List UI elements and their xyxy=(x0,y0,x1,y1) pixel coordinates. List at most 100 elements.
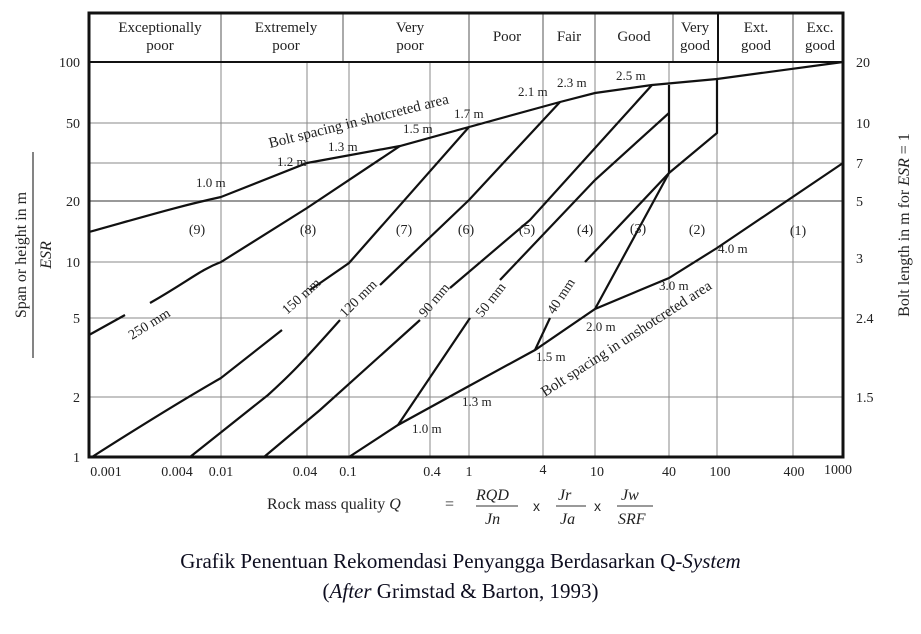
line-250mm xyxy=(88,145,401,336)
line-150mm xyxy=(91,126,470,458)
svg-text:(7): (7) xyxy=(396,223,413,238)
svg-text:(2): (2) xyxy=(689,223,706,238)
unshotcreted-spacing-labels: 1.0 m 1.3 m 1.5 m 2.0 m 3.0 m 4.0 m xyxy=(412,241,748,436)
svg-text:1.2 m: 1.2 m xyxy=(277,154,307,169)
svg-text:Jr: Jr xyxy=(558,487,572,504)
line-very-good-boundary xyxy=(594,85,671,310)
svg-text:50 mm: 50 mm xyxy=(473,280,509,320)
svg-text:Bolt length in m for ESR = 1: Bolt length in m for ESR = 1 xyxy=(896,133,913,317)
y2-axis-title: Bolt length in m for ESR = 1 xyxy=(896,133,913,317)
svg-text:1: 1 xyxy=(73,451,80,466)
svg-text:poor: poor xyxy=(146,38,174,54)
grid-lines xyxy=(89,62,843,457)
rock-class-labels: Exceptionally poor Extremely poor Very poor… xyxy=(118,20,835,54)
shotcreted-spacing-labels: 1.0 m 1.2 m 1.3 m 1.5 m 1.7 m 2.1 m 2.3 … xyxy=(196,68,646,190)
svg-text:Fair: Fair xyxy=(557,29,581,45)
line-50mm xyxy=(397,112,670,426)
svg-text:good: good xyxy=(741,38,772,54)
svg-text:Very: Very xyxy=(681,20,710,36)
svg-text:1000: 1000 xyxy=(824,463,852,478)
svg-text:40: 40 xyxy=(662,465,676,480)
svg-text:1.5: 1.5 xyxy=(856,391,874,406)
svg-text:1.7 m: 1.7 m xyxy=(454,106,484,121)
svg-text:1: 1 xyxy=(466,465,473,480)
svg-text:Good: Good xyxy=(617,29,651,45)
svg-text:good: good xyxy=(680,38,711,54)
svg-text:5: 5 xyxy=(73,312,80,327)
svg-text:0.4: 0.4 xyxy=(423,465,441,480)
svg-text:10: 10 xyxy=(66,256,80,271)
svg-text:Exc.: Exc. xyxy=(806,20,833,36)
line-90mm xyxy=(263,84,653,458)
svg-text:1.3 m: 1.3 m xyxy=(462,394,492,409)
svg-text:Extremely: Extremely xyxy=(255,20,318,36)
svg-text:Ext.: Ext. xyxy=(744,20,769,36)
y2-axis-ticks: 20 10 7 5 3 2.4 1.5 xyxy=(856,56,874,406)
svg-text:120 mm: 120 mm xyxy=(337,277,380,320)
svg-text:3.0 m: 3.0 m xyxy=(659,278,689,293)
svg-text:=: = xyxy=(445,496,454,513)
svg-text:Jn: Jn xyxy=(485,511,500,528)
svg-text:Jw: Jw xyxy=(621,487,639,504)
y-axis-ticks: 100 50 20 10 5 2 1 xyxy=(59,56,80,466)
svg-text:100: 100 xyxy=(59,56,80,71)
shotcrete-thickness-labels: 250 mm 150 mm 120 mm 90 mm 50 mm 40 mm xyxy=(126,276,579,344)
plot-frame xyxy=(87,11,845,459)
svg-text:1.3 m: 1.3 m xyxy=(328,139,358,154)
svg-text:(9): (9) xyxy=(189,223,206,238)
svg-text:Rock mass quality Q: Rock mass quality Q xyxy=(267,496,401,513)
svg-text:0.04: 0.04 xyxy=(293,465,318,480)
svg-text:Span or height in m: Span or height in m xyxy=(13,191,30,318)
svg-text:ESR: ESR xyxy=(38,241,55,270)
svg-text:Very: Very xyxy=(396,20,425,36)
svg-text:x: x xyxy=(594,498,601,514)
svg-text:(3): (3) xyxy=(630,222,647,237)
svg-text:10: 10 xyxy=(590,465,604,480)
y-axis-title: Span or height in m ESR xyxy=(13,152,55,358)
svg-text:poor: poor xyxy=(396,38,424,54)
svg-text:50: 50 xyxy=(66,117,80,132)
svg-text:x: x xyxy=(533,498,540,514)
svg-text:0.001: 0.001 xyxy=(90,465,122,480)
svg-text:250 mm: 250 mm xyxy=(126,306,173,343)
line-120mm xyxy=(189,101,561,458)
svg-text:4.0 m: 4.0 m xyxy=(718,241,748,256)
svg-text:0.1: 0.1 xyxy=(339,465,357,480)
svg-text:400: 400 xyxy=(784,465,805,480)
svg-text:4: 4 xyxy=(540,463,547,478)
svg-text:3: 3 xyxy=(856,252,863,267)
svg-text:0.01: 0.01 xyxy=(209,465,234,480)
svg-text:Ja: Ja xyxy=(560,511,575,528)
svg-text:Exceptionally: Exceptionally xyxy=(118,20,202,36)
svg-text:90 mm: 90 mm xyxy=(417,281,454,321)
header-band xyxy=(220,13,794,62)
svg-text:40 mm: 40 mm xyxy=(545,276,579,317)
svg-text:RQD: RQD xyxy=(475,487,509,504)
svg-text:20: 20 xyxy=(856,56,870,71)
unshotcreted-bolt-spacing-line xyxy=(348,162,844,458)
svg-text:(8): (8) xyxy=(300,223,317,238)
figure-caption-source: (After Grimstad & Barton, 1993) xyxy=(322,579,599,603)
svg-text:100: 100 xyxy=(710,465,731,480)
svg-text:5: 5 xyxy=(856,195,863,210)
svg-text:1.0 m: 1.0 m xyxy=(196,175,226,190)
svg-text:20: 20 xyxy=(66,195,80,210)
svg-text:1.5 m: 1.5 m xyxy=(536,349,566,364)
svg-text:0.004: 0.004 xyxy=(161,465,193,480)
shotcreted-bolt-spacing-line xyxy=(88,60,844,234)
svg-text:Poor: Poor xyxy=(493,29,521,45)
svg-text:150 mm: 150 mm xyxy=(280,276,325,318)
svg-text:10: 10 xyxy=(856,117,870,132)
svg-text:1.0 m: 1.0 m xyxy=(412,421,442,436)
figure-caption-title: Grafik Penentuan Rekomendasi Penyangga B… xyxy=(180,549,741,573)
svg-text:7: 7 xyxy=(856,157,863,172)
q-system-chart: Exceptionally poor Extremely poor Very poor… xyxy=(13,11,913,528)
support-curves xyxy=(88,60,844,458)
support-category-labels: (9) (8) (7) (6) (5) (4) (3) (2) (1) xyxy=(189,222,807,239)
svg-text:2.0 m: 2.0 m xyxy=(586,319,616,334)
q-formula: Rock mass quality Q = RQD Jn x Jr Ja x J… xyxy=(267,487,653,528)
x-axis-ticks: 0.001 0.004 0.01 0.04 0.1 0.4 1 4 10 40 … xyxy=(90,463,852,480)
svg-text:1.5 m: 1.5 m xyxy=(403,121,433,136)
svg-text:(6): (6) xyxy=(458,223,475,238)
svg-text:2.1 m: 2.1 m xyxy=(518,84,548,99)
